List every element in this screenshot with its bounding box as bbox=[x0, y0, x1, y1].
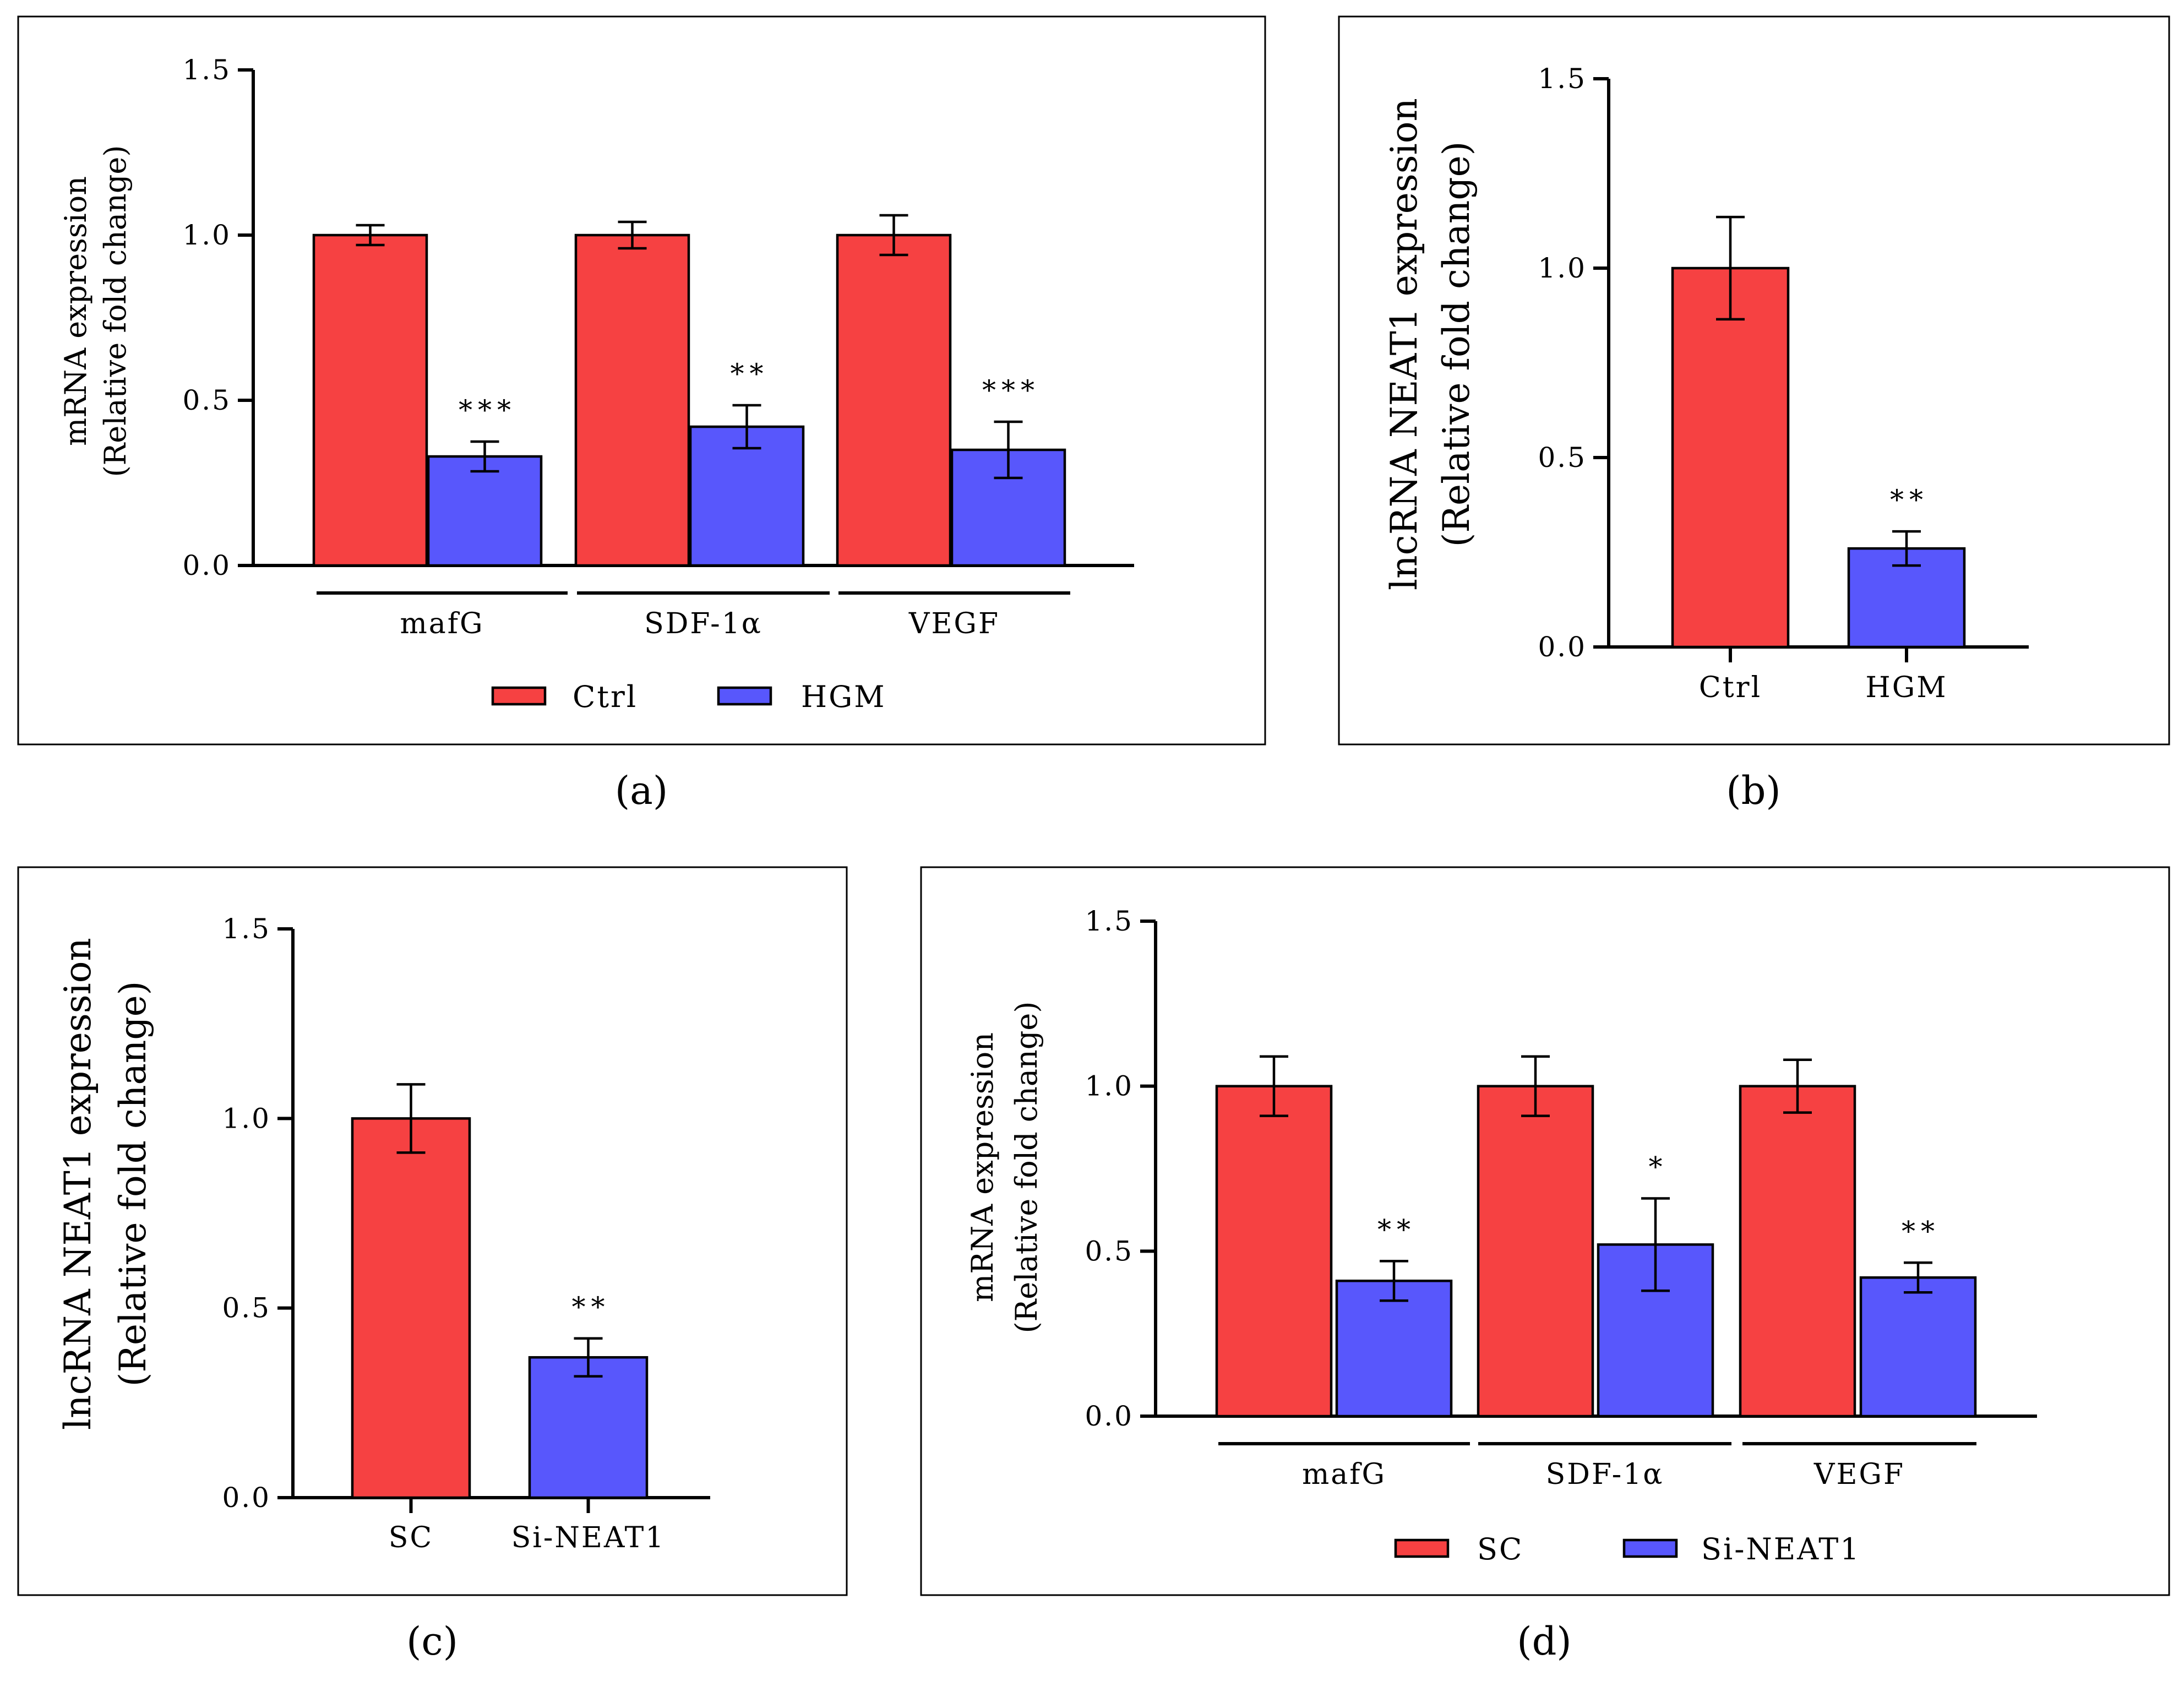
legend-label: HGM bbox=[801, 679, 886, 714]
x-category-label: HGM bbox=[1865, 671, 1947, 704]
legend-label: Si-NEAT1 bbox=[1701, 1532, 1861, 1566]
panel-c-frame bbox=[17, 866, 848, 1596]
y-tick-label: 1.0 bbox=[1538, 252, 1587, 284]
y-tick-label: 0.5 bbox=[182, 384, 231, 416]
bar-Ctrl-2 bbox=[836, 233, 952, 567]
panel-caption: (c) bbox=[406, 1619, 458, 1664]
legend-swatch bbox=[491, 686, 547, 706]
significance-marker: *** bbox=[459, 394, 516, 426]
y-axis-label-sub: (Relative fold change) bbox=[1009, 1002, 1044, 1334]
x-category-label: mafG bbox=[1302, 1458, 1386, 1491]
y-axis-label-sub: (Relative fold change) bbox=[1435, 142, 1478, 547]
bar-Ctrl bbox=[1671, 266, 1790, 649]
y-tick-label: 0.5 bbox=[222, 1292, 271, 1324]
x-category-label: SC bbox=[389, 1521, 433, 1554]
y-tick-label: 0.0 bbox=[1538, 631, 1587, 663]
panel-caption: (a) bbox=[615, 768, 668, 813]
significance-marker: ** bbox=[572, 1291, 611, 1323]
significance-marker: ** bbox=[1902, 1215, 1940, 1247]
y-tick-label: 1.0 bbox=[182, 219, 231, 251]
legend-swatch bbox=[1622, 1538, 1678, 1558]
legend-swatch bbox=[1394, 1538, 1450, 1558]
bar-HGM-1 bbox=[689, 425, 805, 567]
y-tick-label: 0.5 bbox=[1538, 442, 1587, 474]
y-tick-label: 1.5 bbox=[1538, 63, 1587, 95]
y-tick-label: 0.0 bbox=[182, 550, 231, 581]
bar-Si-NEAT1 bbox=[528, 1356, 649, 1499]
y-axis-label: lncRNA NEAT1 expression bbox=[57, 938, 99, 1430]
panel-a-axes: 0.0 0.5 1.0 1.5 mRNA expression (Relative fol… bbox=[58, 54, 1134, 581]
y-tick-label: 0.0 bbox=[1085, 1400, 1134, 1432]
panel-a-frame bbox=[17, 15, 1266, 746]
legend-label: SC bbox=[1477, 1532, 1523, 1566]
panel-a-bars: *** mafG ** SDF-1α *** VEGF bbox=[312, 214, 1070, 640]
significance-marker: * bbox=[1649, 1151, 1668, 1183]
significance-marker: ** bbox=[1890, 484, 1929, 516]
x-category-label: SDF-1α bbox=[644, 607, 763, 640]
y-tick-label: 0.0 bbox=[222, 1482, 271, 1514]
x-category-label: VEGF bbox=[1813, 1458, 1905, 1491]
panel-caption: (d) bbox=[1517, 1619, 1571, 1664]
y-axis-label: lncRNA NEAT1 expression bbox=[1383, 98, 1425, 590]
legend-label: Ctrl bbox=[573, 679, 638, 714]
significance-marker: ** bbox=[1377, 1214, 1416, 1245]
legend: SC Si-NEAT1 bbox=[1394, 1532, 1861, 1566]
legend: Ctrl HGM bbox=[491, 679, 886, 714]
bar-Si-NEAT1-2 bbox=[1859, 1276, 1977, 1418]
bar-HGM-0 bbox=[427, 455, 543, 567]
significance-marker: *** bbox=[982, 374, 1040, 406]
bar-Ctrl-0 bbox=[312, 233, 428, 567]
x-category-label: mafG bbox=[400, 607, 484, 640]
bar-SC bbox=[351, 1117, 471, 1499]
panel-d-bars: ** mafG * SDF-1α ** VEGF bbox=[1215, 1055, 1977, 1491]
panel-c-axes: 0.0 0.5 1.0 1.5 lncRNA NEAT1 expression (Rela… bbox=[57, 913, 710, 1514]
y-tick-label: 1.0 bbox=[1085, 1070, 1134, 1102]
bar-SC-1 bbox=[1477, 1085, 1594, 1418]
y-tick-label: 1.5 bbox=[1085, 905, 1134, 937]
y-tick-label: 1.5 bbox=[222, 913, 271, 945]
panel-b-bars: Ctrl ** HGM bbox=[1671, 215, 1966, 704]
legend-swatch bbox=[717, 686, 772, 706]
significance-marker: ** bbox=[731, 358, 769, 390]
y-axis-label: mRNA expression bbox=[58, 176, 93, 446]
x-category-label: Ctrl bbox=[1699, 671, 1762, 704]
bar-SC-2 bbox=[1739, 1085, 1856, 1418]
x-category-label: VEGF bbox=[908, 607, 1000, 640]
x-category-label: Si-NEAT1 bbox=[511, 1521, 666, 1554]
x-category-label: SDF-1α bbox=[1546, 1458, 1664, 1491]
y-axis-label: mRNA expression bbox=[965, 1032, 1000, 1302]
y-axis-label-sub: (Relative fold change) bbox=[98, 145, 133, 477]
panel-b-frame bbox=[1338, 15, 2170, 746]
y-axis-label-sub: (Relative fold change) bbox=[112, 981, 154, 1387]
panel-c-bars: SC ** Si-NEAT1 bbox=[351, 1083, 666, 1554]
bar-SC-0 bbox=[1215, 1085, 1333, 1418]
panel-d-frame bbox=[920, 866, 2170, 1596]
y-tick-label: 1.0 bbox=[222, 1102, 271, 1134]
bar-Ctrl-1 bbox=[574, 233, 690, 567]
y-tick-label: 1.5 bbox=[182, 54, 231, 86]
panel-caption: (b) bbox=[1726, 768, 1780, 813]
y-tick-label: 0.5 bbox=[1085, 1235, 1134, 1267]
